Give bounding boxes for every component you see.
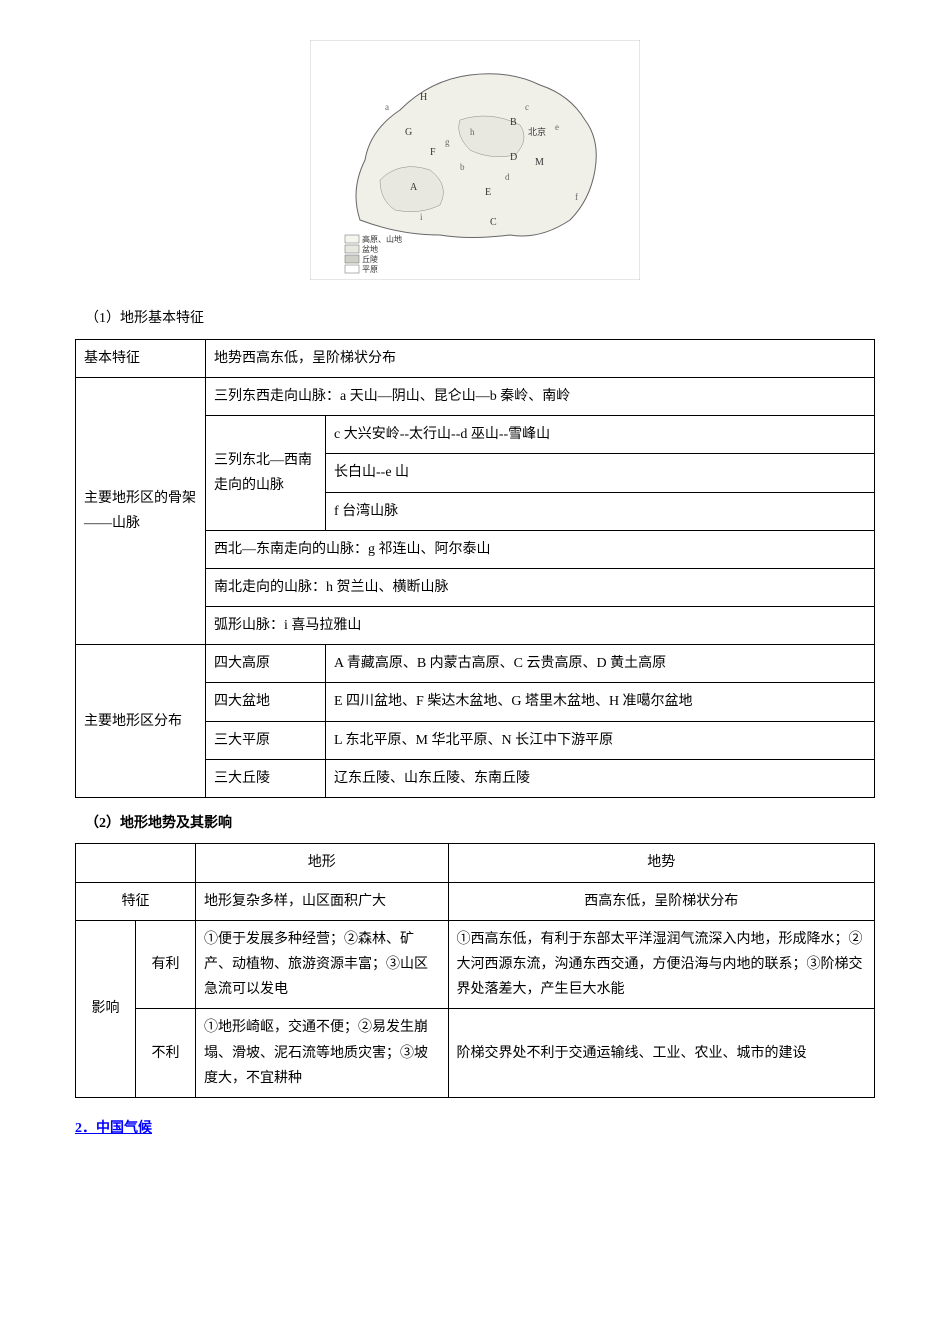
- svg-text:M: M: [535, 157, 544, 168]
- section2-label: （2）地形地势及其影响: [85, 813, 875, 835]
- svg-text:H: H: [420, 92, 427, 103]
- relief-cell: 阶梯交界处不利于交通运输线、工业、农业、城市的建设: [448, 1009, 874, 1098]
- terrain-influence-table: 地形 地势 特征 地形复杂多样，山区面积广大 西高东低，呈阶梯状分布 影响 有利…: [75, 843, 875, 1098]
- row-content: 辽东丘陵、山东丘陵、东南丘陵: [326, 759, 875, 797]
- row-content: 弧形山脉：i 喜马拉雅山: [206, 607, 875, 645]
- header-empty: [76, 844, 196, 882]
- header-relief: 地势: [448, 844, 874, 882]
- row-content: 南北走向的山脉：h 贺兰山、横断山脉: [206, 568, 875, 606]
- sub-label: 三大丘陵: [206, 759, 326, 797]
- row-label: 主要地形区的骨架——山脉: [76, 377, 206, 644]
- row-label: 主要地形区分布: [76, 645, 206, 798]
- climate-heading: 2．中国气候: [75, 1118, 875, 1140]
- table-row: 特征 地形复杂多样，山区面积广大 西高东低，呈阶梯状分布: [76, 882, 875, 920]
- row-content: E 四川盆地、F 柴达木盆地、G 塔里木盆地、H 准噶尔盆地: [326, 683, 875, 721]
- svg-text:平原: 平原: [362, 265, 378, 274]
- terrain-cell: ①地形崎岖，交通不便；②易发生崩塌、滑坡、泥石流等地质灾害；③坡度大，不宜耕种: [196, 1009, 449, 1098]
- sub-label: 四大高原: [206, 645, 326, 683]
- svg-text:e: e: [555, 122, 559, 132]
- svg-text:A: A: [410, 182, 418, 193]
- china-terrain-map: H G F A B 北京 D M E C a b c d e f g h i 高…: [75, 40, 875, 288]
- svg-text:盆地: 盆地: [362, 244, 378, 254]
- row-content: 地势西高东低，呈阶梯状分布: [206, 339, 875, 377]
- svg-text:g: g: [445, 137, 450, 147]
- row-content: L 东北平原、M 华北平原、N 长江中下游平原: [326, 721, 875, 759]
- svg-text:d: d: [505, 172, 510, 182]
- sub-label: 三大平原: [206, 721, 326, 759]
- row-label: 基本特征: [76, 339, 206, 377]
- row-content: 三列东西走向山脉：a 天山—阴山、昆仑山—b 秦岭、南岭: [206, 377, 875, 415]
- row-content: 西北—东南走向的山脉：g 祁连山、阿尔泰山: [206, 530, 875, 568]
- svg-text:B: B: [510, 117, 517, 128]
- section1-label: （1）地形基本特征: [85, 308, 875, 330]
- svg-text:C: C: [490, 217, 497, 228]
- svg-text:G: G: [405, 127, 412, 138]
- svg-text:E: E: [485, 187, 491, 198]
- svg-text:高原、山地: 高原、山地: [362, 234, 402, 244]
- row-content: f 台湾山脉: [326, 492, 875, 530]
- svg-text:F: F: [430, 147, 436, 158]
- table-row: 不利 ①地形崎岖，交通不便；②易发生崩塌、滑坡、泥石流等地质灾害；③坡度大，不宜…: [76, 1009, 875, 1098]
- row-content: c 大兴安岭--太行山--d 巫山--雪峰山: [326, 416, 875, 454]
- table-row: 基本特征 地势西高东低，呈阶梯状分布: [76, 339, 875, 377]
- relief-cell: 西高东低，呈阶梯状分布: [448, 882, 874, 920]
- svg-text:北京: 北京: [528, 126, 546, 137]
- table-row: 主要地形区的骨架——山脉 三列东西走向山脉：a 天山—阴山、昆仑山—b 秦岭、南…: [76, 377, 875, 415]
- terrain-features-table: 基本特征 地势西高东低，呈阶梯状分布 主要地形区的骨架——山脉 三列东西走向山脉…: [75, 339, 875, 798]
- svg-text:b: b: [460, 162, 465, 172]
- sub-label: 不利: [136, 1009, 196, 1098]
- svg-text:a: a: [385, 102, 389, 112]
- svg-text:c: c: [525, 102, 529, 112]
- sub-label: 四大盆地: [206, 683, 326, 721]
- sub-label: 有利: [136, 920, 196, 1009]
- row-content: A 青藏高原、B 内蒙古高原、C 云贵高原、D 黄土高原: [326, 645, 875, 683]
- svg-text:D: D: [510, 152, 517, 163]
- table-header-row: 地形 地势: [76, 844, 875, 882]
- svg-text:丘陵: 丘陵: [362, 255, 378, 264]
- svg-text:h: h: [470, 127, 475, 137]
- row-content: 长白山--e 山: [326, 454, 875, 492]
- row-label: 特征: [76, 882, 196, 920]
- map-svg: H G F A B 北京 D M E C a b c d e f g h i 高…: [310, 40, 640, 280]
- sub-label: 三列东北—西南走向的山脉: [206, 416, 326, 531]
- terrain-cell: 地形复杂多样，山区面积广大: [196, 882, 449, 920]
- header-terrain: 地形: [196, 844, 449, 882]
- relief-cell: ①西高东低，有利于东部太平洋湿润气流深入内地，形成降水；②大河西源东流，沟通东西…: [448, 920, 874, 1009]
- terrain-cell: ①便于发展多种经营；②森林、矿产、动植物、旅游资源丰富；③山区急流可以发电: [196, 920, 449, 1009]
- table-row: 主要地形区分布 四大高原 A 青藏高原、B 内蒙古高原、C 云贵高原、D 黄土高…: [76, 645, 875, 683]
- table-row: 影响 有利 ①便于发展多种经营；②森林、矿产、动植物、旅游资源丰富；③山区急流可…: [76, 920, 875, 1009]
- row-label: 影响: [76, 920, 136, 1097]
- svg-text:f: f: [575, 192, 578, 202]
